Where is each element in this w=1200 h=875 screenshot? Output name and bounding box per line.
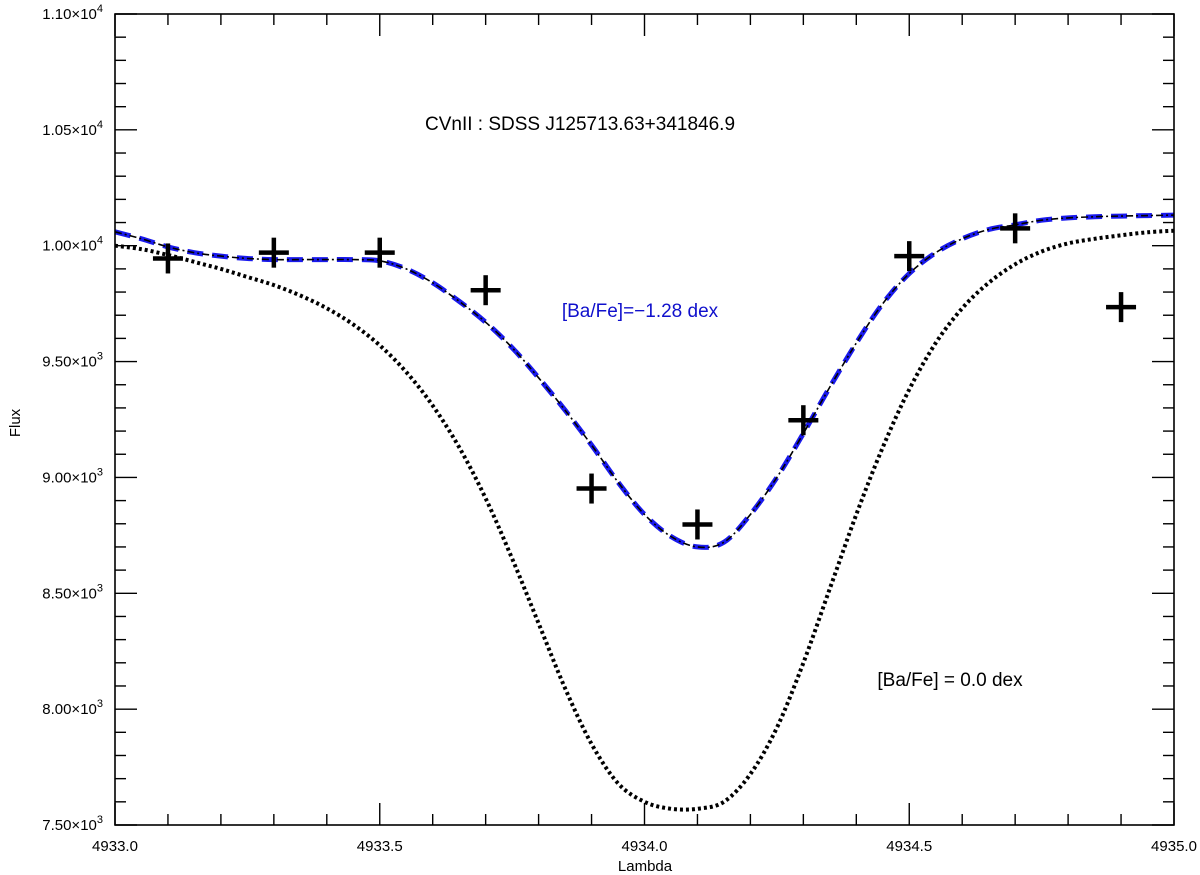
labels-layer: CVnII : SDSS J125713.63+341846.9 Lambda … [7,114,1023,875]
ticks-layer: 4933.0 4933.5 4934.0 4934.5 4935.0 7.50×103 8.… [42,3,1197,855]
observed-point [152,243,183,274]
y-tick-label: 8.50×103 [42,582,103,602]
x-tick-label: 4933.0 [92,838,138,855]
fit-spectrum-dashdot [114,214,1175,549]
y-tick-label: 9.50×103 [42,351,103,371]
observed-point [1106,292,1137,323]
observed-point [576,473,607,504]
x-tick-label: 4933.5 [357,838,403,855]
series-layer [114,212,1175,812]
y-tick-label: 1.10×104 [42,3,103,23]
observed-point [470,275,501,306]
observed-point [788,405,819,436]
x-tick-label: 4934.5 [886,838,932,855]
annotation-ba-fe-low: [Ba/Fe]=−1.28 dex [562,301,719,322]
synthetic-spectrum-ba-fe-zero [114,228,1175,812]
observed-point [682,509,713,540]
y-tick-label: 7.50×103 [42,814,103,834]
observed-point [1000,213,1031,244]
annotation-ba-fe-zero: [Ba/Fe] = 0.0 dex [877,670,1023,691]
y-tick-label: 1.00×104 [42,235,103,255]
plot-frame [114,13,1175,826]
y-tick-label: 1.05×104 [42,119,103,139]
y-axis-label: Flux [7,408,24,437]
y-tick-label: 8.00×103 [42,698,103,718]
x-axis-label: Lambda [618,858,673,875]
y-tick-label: 9.00×103 [42,466,103,486]
x-tick-label: 4934.0 [622,838,668,855]
x-tick-label: 4935.0 [1151,838,1197,855]
observed-point [258,237,289,268]
observed-point [364,237,395,268]
observed-point [894,241,925,272]
chart-title: CVnII : SDSS J125713.63+341846.9 [425,114,735,135]
axes-layer [114,13,1175,826]
